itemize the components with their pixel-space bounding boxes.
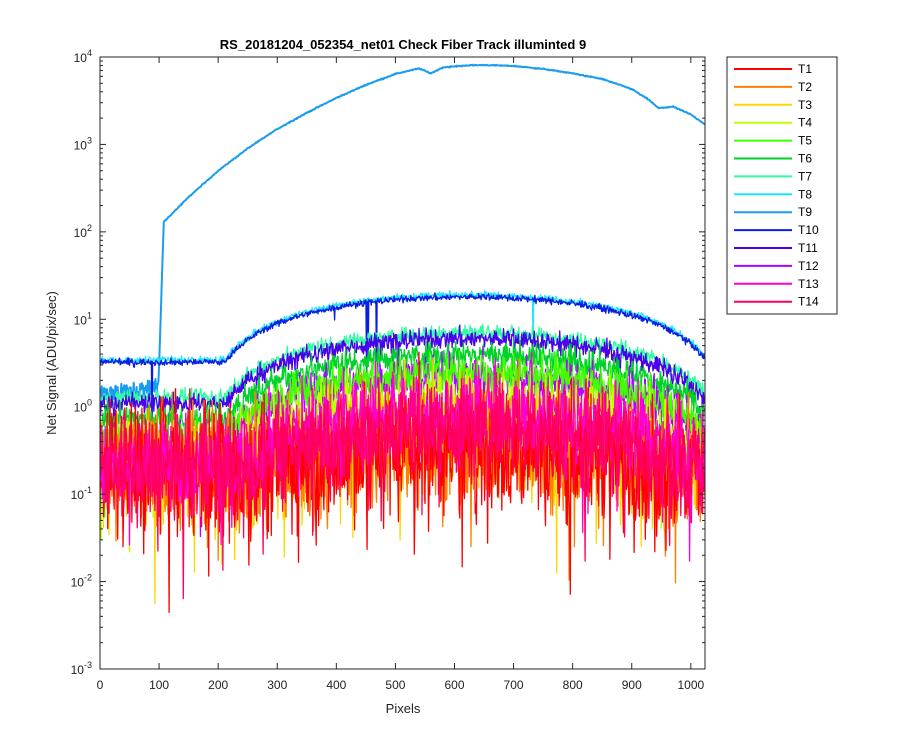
series-line-t6 bbox=[100, 338, 705, 483]
y-axis: 10-3 10-2 10-1 100 101 102 103 104 bbox=[71, 48, 705, 677]
legend-label-t10: T10 bbox=[798, 223, 819, 237]
legend-label-t5: T5 bbox=[798, 134, 812, 148]
legend-label-t11: T11 bbox=[798, 241, 818, 255]
x-tick-label: 900 bbox=[622, 678, 642, 692]
y-tick-label: 101 bbox=[74, 310, 92, 327]
y-tick-label: 104 bbox=[74, 48, 92, 65]
plot-frame bbox=[99, 56, 706, 670]
y-tick-label: 10-2 bbox=[71, 573, 92, 590]
legend-label-t8: T8 bbox=[798, 187, 812, 201]
legend-label-t3: T3 bbox=[798, 98, 812, 112]
legend: T1 T2 T3 T4 T5 T6 T7 T8 T9 T10 T11 T12 T13 T14 bbox=[726, 56, 838, 315]
legend-label-t12: T12 bbox=[798, 259, 819, 273]
x-tick-label: 300 bbox=[267, 678, 287, 692]
y-axis-label: Net Signal (ADU/pix/sec) bbox=[44, 291, 59, 435]
x-tick-label: 0 bbox=[97, 678, 104, 692]
y-tick-label: 103 bbox=[74, 135, 92, 152]
y-tick-label: 102 bbox=[74, 223, 92, 240]
x-axis-label: Pixels bbox=[386, 701, 421, 716]
y-tick-label: 100 bbox=[74, 398, 92, 415]
x-tick-label: 800 bbox=[563, 678, 583, 692]
series-layer bbox=[100, 63, 705, 614]
legend-label-t7: T7 bbox=[798, 169, 812, 183]
x-tick-label: 1000 bbox=[677, 678, 704, 692]
series-line-t9 bbox=[100, 63, 705, 406]
legend-box bbox=[726, 56, 838, 315]
series-line-t11 bbox=[100, 324, 705, 465]
x-tick-label: 700 bbox=[504, 678, 524, 692]
legend-label-t9: T9 bbox=[798, 205, 812, 219]
legend-label-t13: T13 bbox=[798, 277, 819, 291]
legend-label-t1: T1 bbox=[798, 62, 812, 76]
x-tick-label: 200 bbox=[208, 678, 228, 692]
y-tick-label: 10-1 bbox=[71, 485, 92, 502]
series-line-t10 bbox=[100, 292, 705, 450]
legend-label-t6: T6 bbox=[798, 152, 812, 166]
series-line-t14 bbox=[100, 371, 705, 600]
x-axis: 0 100 200 300 400 500 600 700 800 900 1000 bbox=[97, 57, 704, 692]
y-tick-label: 10-3 bbox=[71, 660, 92, 677]
x-tick-label: 500 bbox=[385, 678, 405, 692]
x-tick-label: 100 bbox=[149, 678, 169, 692]
legend-label-t14: T14 bbox=[798, 295, 819, 309]
x-tick-label: 600 bbox=[444, 678, 464, 692]
chart-title: RS_20181204_052354_net01 Check Fiber Tra… bbox=[220, 37, 586, 52]
series-line-t1 bbox=[100, 351, 705, 614]
legend-label-t4: T4 bbox=[798, 116, 812, 130]
x-tick-label: 400 bbox=[326, 678, 346, 692]
legend-label-t2: T2 bbox=[798, 80, 812, 94]
